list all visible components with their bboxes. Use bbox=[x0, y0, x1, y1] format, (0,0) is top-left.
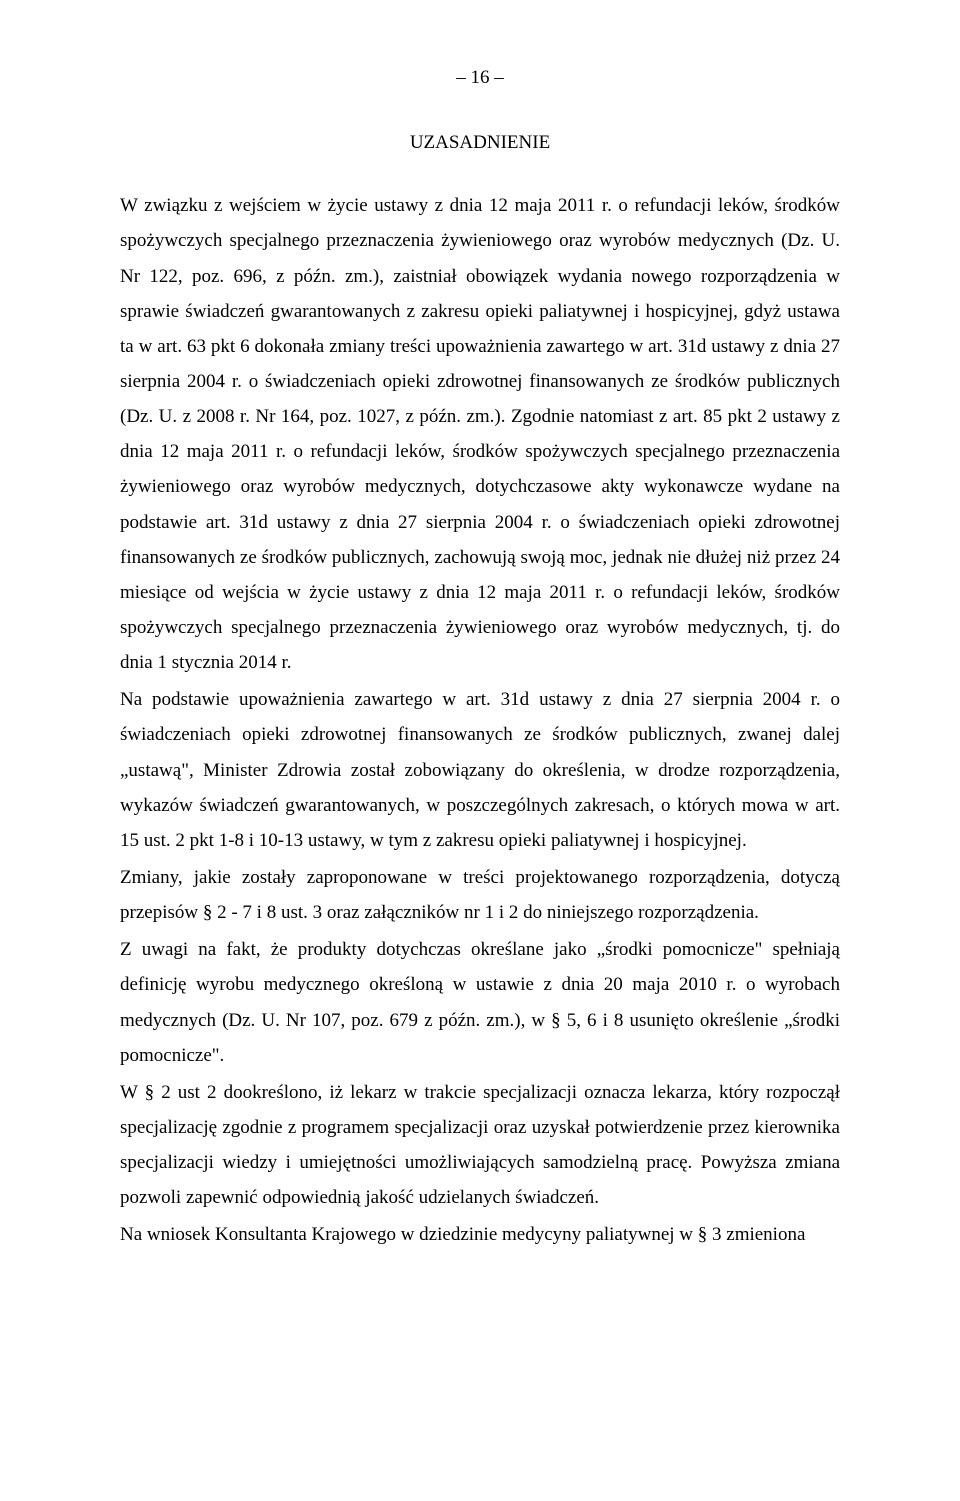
body-paragraph: W związku z wejściem w życie ustawy z dn… bbox=[120, 188, 840, 680]
page-heading: UZASADNIENIE bbox=[120, 125, 840, 160]
page-number: – 16 – bbox=[120, 60, 840, 95]
body-paragraph: W § 2 ust 2 dookreślono, iż lekarz w tra… bbox=[120, 1075, 840, 1216]
body-paragraph: Zmiany, jakie zostały zaproponowane w tr… bbox=[120, 860, 840, 930]
body-paragraph: Na podstawie upoważnienia zawartego w ar… bbox=[120, 682, 840, 858]
body-paragraph: Z uwagi na fakt, że produkty dotychczas … bbox=[120, 932, 840, 1073]
body-paragraph: Na wniosek Konsultanta Krajowego w dzied… bbox=[120, 1217, 840, 1252]
document-page: – 16 – UZASADNIENIE W związku z wejściem… bbox=[0, 0, 960, 1501]
